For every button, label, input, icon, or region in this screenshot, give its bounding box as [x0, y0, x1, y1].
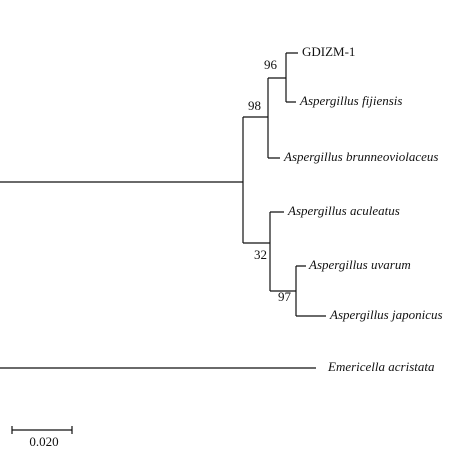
leaf-label: Aspergillus japonicus — [329, 307, 443, 322]
scale-bar — [11, 426, 73, 434]
leaf-label: Aspergillus brunneoviolaceus — [283, 149, 438, 164]
leaf-label: Aspergillus fijiensis — [299, 93, 402, 108]
bootstrap-value: 96 — [264, 57, 278, 72]
scale-label: 0.020 — [29, 434, 58, 449]
leaf-label: Emericella acristata — [327, 359, 435, 374]
bootstrap-value: 98 — [248, 98, 261, 113]
branches — [0, 52, 326, 369]
tree-branches — [0, 52, 326, 369]
leaf-label: GDIZM-1 — [302, 44, 355, 59]
bootstrap-value: 97 — [278, 289, 292, 304]
leaf-label: Aspergillus uvarum — [308, 257, 411, 272]
leaf-label: Aspergillus aculeatus — [287, 203, 400, 218]
bootstrap-value: 32 — [254, 247, 267, 262]
